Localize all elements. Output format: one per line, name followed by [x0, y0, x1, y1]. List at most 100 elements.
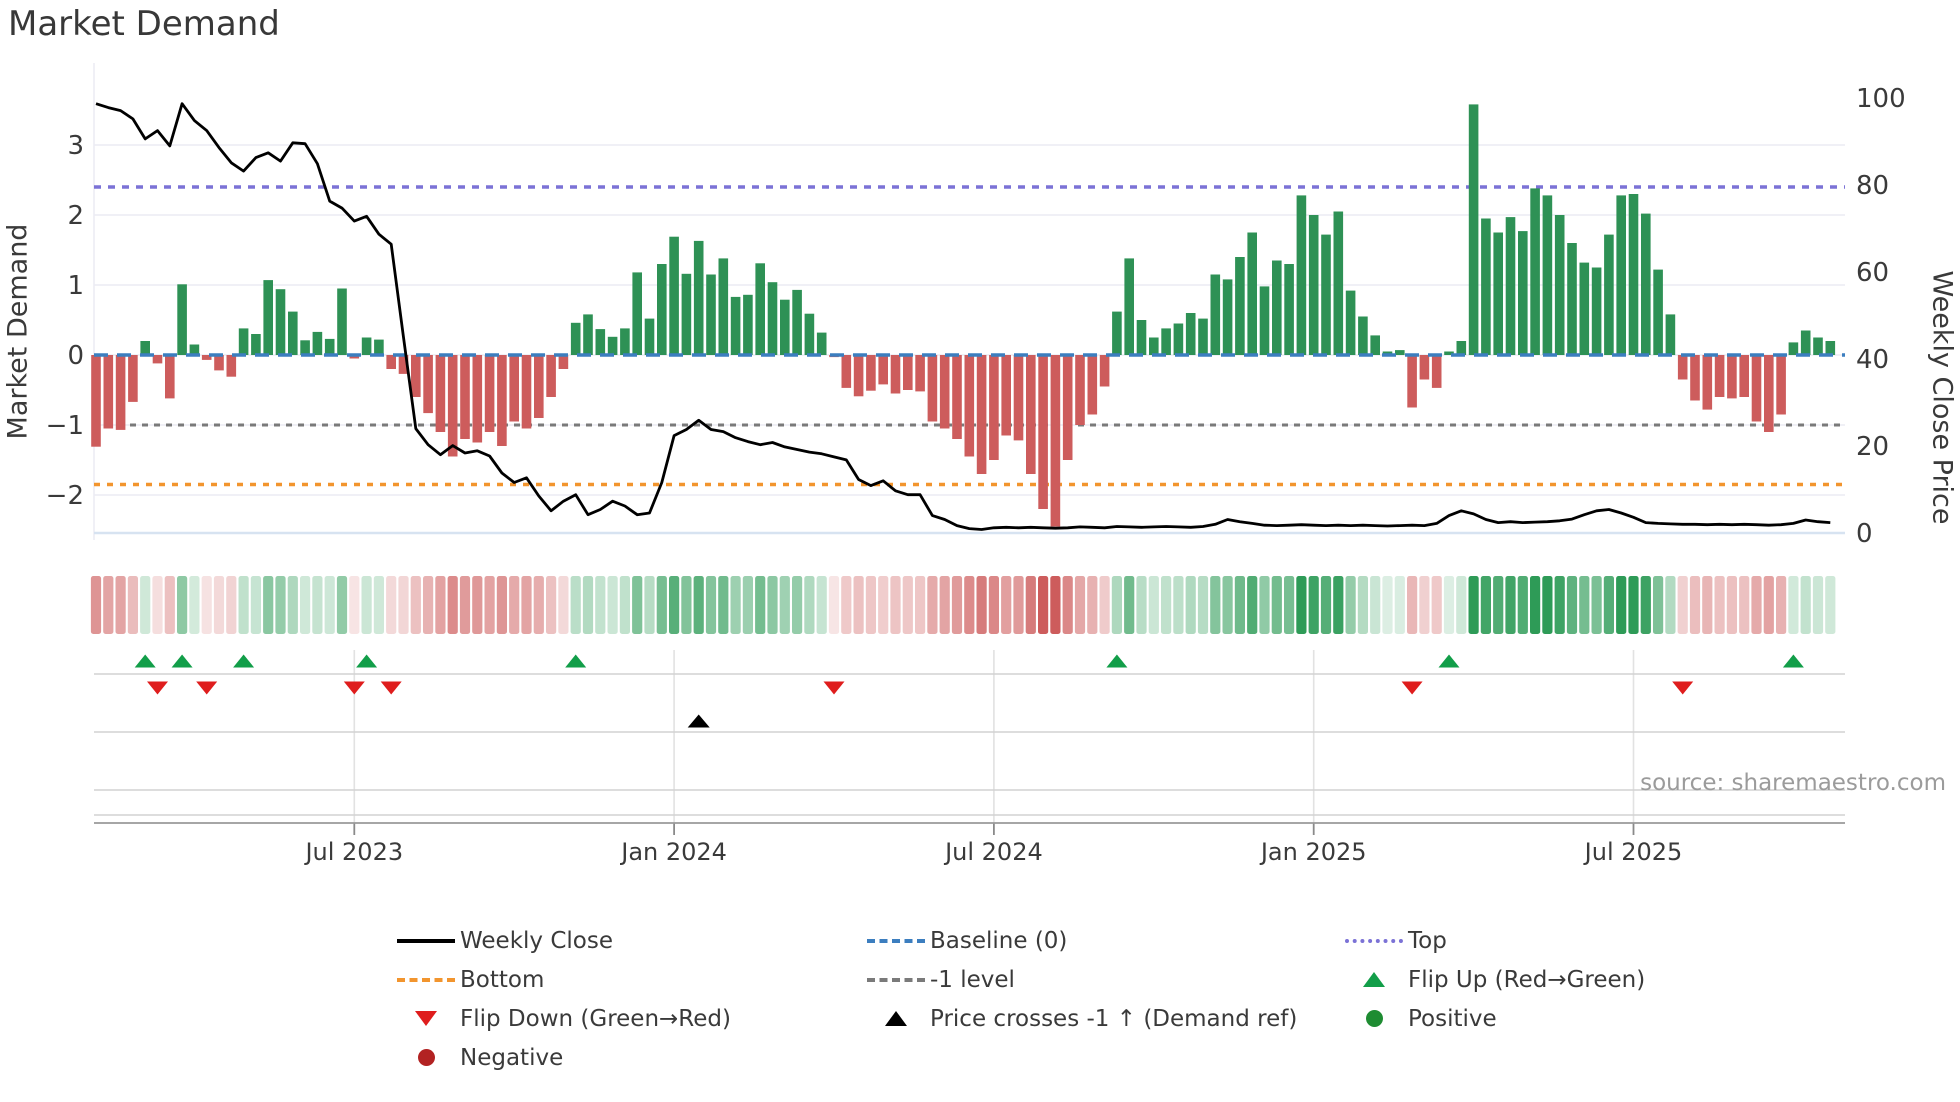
heatmap-cell: [570, 576, 581, 634]
heatmap-cell: [127, 576, 138, 634]
heatmap-cell: [767, 576, 778, 634]
heatmap-cell: [1456, 576, 1467, 634]
heatmap-cell: [189, 576, 200, 634]
demand-bar: [1764, 355, 1774, 432]
legend-label: Flip Down (Green→Red): [460, 1005, 731, 1032]
heatmap-cell: [1800, 576, 1811, 634]
demand-bar: [165, 355, 175, 399]
heatmap-cell: [1320, 576, 1332, 634]
demand-bar: [275, 289, 286, 355]
demand-bar: [989, 355, 999, 460]
demand-bar: [878, 355, 888, 385]
heatmap-cell: [632, 576, 643, 634]
heatmap-cell: [1210, 576, 1221, 634]
heatmap-cell: [1640, 576, 1651, 634]
heatmap-cell: [1062, 576, 1073, 634]
demand-bar: [128, 355, 138, 402]
heatmap-cell: [1345, 576, 1356, 634]
heatmap-cell: [250, 576, 261, 634]
flip-up-marker: [233, 654, 255, 668]
demand-bar: [251, 334, 261, 355]
heatmap-cell: [1665, 576, 1676, 634]
demand-bar: [1075, 355, 1085, 425]
weekly-close-line: [95, 102, 1831, 531]
heatmap-cell: [1776, 576, 1787, 634]
heatmap-cell: [1197, 576, 1209, 634]
heatmap-cell: [644, 576, 655, 634]
demand-bar: [1272, 260, 1282, 355]
heatmap-cell: [755, 576, 766, 634]
demand-bar: [214, 355, 224, 371]
left-tick-label: 1: [67, 271, 84, 301]
demand-bar: [189, 344, 200, 355]
demand-bar: [103, 355, 114, 429]
heatmap-cell: [828, 576, 840, 634]
legend-label: Flip Up (Red→Green): [1408, 966, 1646, 993]
demand-bar: [1333, 211, 1344, 355]
heatmap-cell: [226, 576, 237, 634]
demand-bar: [1493, 232, 1503, 355]
demand-bar: [620, 328, 630, 355]
heatmap-cell: [742, 576, 753, 634]
heatmap-cell: [1001, 576, 1012, 634]
heatmap-cell: [1185, 576, 1196, 634]
demand-bar: [853, 355, 864, 397]
demand-bar: [472, 355, 483, 443]
demand-bar: [201, 355, 212, 360]
heatmap-cell: [238, 576, 249, 634]
heatmap-cell: [1579, 576, 1590, 634]
heatmap-cell: [1173, 576, 1184, 634]
demand-bar: [755, 263, 765, 355]
heatmap-cell: [939, 576, 950, 634]
heatmap-cell: [484, 576, 495, 634]
heatmap-cell: [1517, 576, 1528, 634]
heatmap-cell: [1591, 576, 1602, 634]
demand-bar: [1210, 274, 1221, 355]
heatmap-cell: [1505, 576, 1516, 634]
heatmap-cell: [988, 576, 999, 634]
price-cross-marker: [687, 714, 710, 728]
demand-bar: [681, 273, 692, 355]
heatmap-cell: [472, 576, 483, 634]
demand-bar: [386, 355, 396, 369]
heatmap-cell: [890, 576, 901, 634]
heatmap-cell: [459, 576, 471, 634]
demand-bar: [337, 288, 347, 355]
demand-bar: [1136, 320, 1147, 355]
demand-bar: [1284, 264, 1294, 355]
heatmap-cell: [1628, 576, 1639, 634]
heatmap-cell: [1136, 576, 1147, 634]
heatmap-cell: [1739, 576, 1750, 634]
legend-item-top: Top: [1340, 921, 1645, 960]
heatmap-cell: [1025, 576, 1036, 634]
legend-item-weekly-close: Weekly Close: [392, 921, 731, 960]
demand-bar: [816, 332, 827, 355]
legend-label: Top: [1408, 927, 1447, 954]
heatmap-cell: [1394, 576, 1405, 634]
x-tick-label: Jul 2025: [1583, 838, 1683, 866]
demand-bar: [177, 284, 187, 355]
demand-bar: [767, 282, 778, 355]
demand-bar: [1739, 355, 1749, 397]
heatmap-cell: [1124, 576, 1135, 634]
demand-bar: [1518, 231, 1528, 355]
heatmap-cell: [1296, 576, 1307, 634]
heatmap-cell: [1357, 576, 1368, 634]
baseline-dash-icon: [867, 938, 925, 943]
heatmap-cell: [312, 576, 323, 634]
flip-up-marker: [1438, 654, 1460, 668]
heatmap-cell: [1099, 576, 1110, 634]
demand-bar: [1173, 323, 1184, 355]
flip-down-marker: [196, 681, 218, 695]
heatmap-cell: [1419, 576, 1430, 634]
demand-bar: [669, 236, 679, 355]
heatmap-cell: [1616, 576, 1627, 634]
heatmap-cell: [1554, 576, 1565, 634]
demand-bar: [952, 355, 962, 439]
demand-bar: [890, 355, 901, 394]
price-cross-triangle-icon: [885, 1011, 907, 1026]
legend-item-flip-up: Flip Up (Red→Green): [1340, 960, 1645, 999]
demand-bar: [460, 355, 470, 439]
heatmap-cell: [595, 576, 606, 634]
